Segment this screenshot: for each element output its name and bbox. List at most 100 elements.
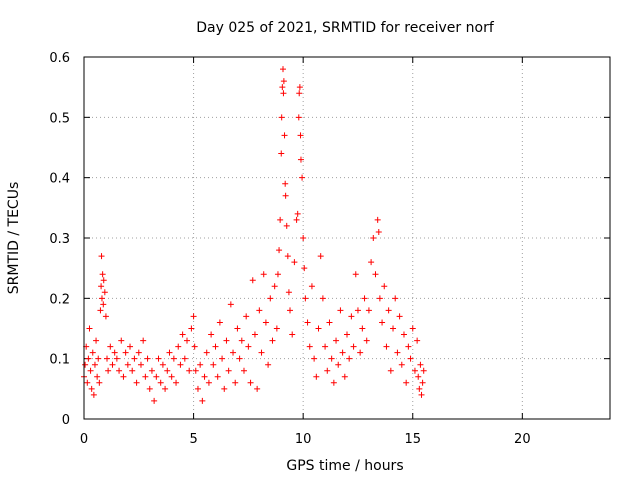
data-point <box>280 66 287 73</box>
y-axis-label: SRMTID / TECUs <box>6 182 22 295</box>
data-point <box>184 337 191 344</box>
data-point <box>385 307 392 314</box>
data-point <box>243 313 250 320</box>
data-point <box>311 355 318 362</box>
data-point <box>234 325 241 332</box>
data-point <box>335 361 342 368</box>
data-point <box>379 319 386 326</box>
data-point <box>344 331 350 338</box>
data-point <box>283 222 290 229</box>
y-tick-label: 0.6 <box>49 51 70 66</box>
data-point <box>326 319 333 326</box>
data-point <box>400 331 407 338</box>
data-point <box>236 355 243 362</box>
data-point <box>375 228 382 235</box>
data-point <box>415 373 422 380</box>
data-point <box>133 379 140 386</box>
data-point <box>372 271 379 278</box>
data-point <box>417 361 424 368</box>
x-axis-label: GPS time / hours <box>286 458 403 474</box>
data-point <box>383 343 390 350</box>
data-point <box>142 373 149 380</box>
data-point <box>129 367 136 374</box>
data-point <box>99 271 106 278</box>
data-point <box>164 367 171 374</box>
data-point <box>293 216 300 223</box>
data-point <box>227 301 234 308</box>
data-point <box>394 349 401 356</box>
data-point <box>157 379 164 386</box>
data-point <box>98 283 105 290</box>
data-point <box>297 132 304 139</box>
data-point <box>279 84 286 91</box>
data-point <box>416 385 423 392</box>
data-point <box>376 295 383 302</box>
data-point <box>240 367 247 374</box>
data-point <box>333 337 340 344</box>
y-tick-label: 0.1 <box>49 353 70 368</box>
data-point <box>109 361 116 368</box>
y-tick-label: 0.2 <box>49 292 70 307</box>
data-point <box>260 271 267 278</box>
data-point <box>146 385 153 392</box>
data-point <box>181 355 188 362</box>
data-point <box>267 295 274 302</box>
data-point <box>199 397 206 404</box>
data-point <box>291 259 298 266</box>
data-point <box>225 367 232 374</box>
data-point <box>197 361 204 368</box>
data-point <box>306 343 313 350</box>
data-point <box>85 355 92 362</box>
data-point <box>322 343 329 350</box>
data-point <box>341 373 348 380</box>
data-point <box>319 295 326 302</box>
data-point <box>392 295 399 302</box>
x-tick-label: 5 <box>189 432 197 447</box>
data-point <box>409 325 416 332</box>
data-point <box>179 331 186 338</box>
data-point <box>346 355 353 362</box>
data-point <box>89 349 96 356</box>
data-point <box>374 216 381 223</box>
data-point <box>317 253 324 260</box>
data-point <box>354 307 361 314</box>
data-point <box>256 307 263 314</box>
data-point <box>91 361 98 368</box>
data-point <box>368 259 375 266</box>
data-point <box>155 355 162 362</box>
data-point <box>280 78 287 85</box>
data-point <box>414 337 421 344</box>
data-point <box>98 295 105 302</box>
data-point <box>398 361 405 368</box>
data-point <box>124 361 131 368</box>
data-point <box>365 307 372 314</box>
data-point <box>357 349 364 356</box>
data-point <box>289 331 296 338</box>
data-point <box>245 343 252 350</box>
data-point <box>82 361 89 368</box>
data-point <box>396 313 403 320</box>
x-tick-label: 20 <box>514 432 531 447</box>
data-point <box>274 271 281 278</box>
data-point <box>102 313 109 320</box>
data-point <box>97 307 104 314</box>
data-point <box>107 343 114 350</box>
data-point <box>100 301 107 308</box>
data-point <box>265 361 272 368</box>
data-point <box>151 397 158 404</box>
data-point <box>96 379 103 386</box>
data-point <box>420 367 427 374</box>
x-tick-label: 15 <box>404 432 421 447</box>
data-point <box>328 355 335 362</box>
data-point <box>301 265 308 272</box>
data-point <box>381 283 388 290</box>
data-point <box>296 84 303 91</box>
data-point <box>186 367 193 374</box>
x-tick-label: 0 <box>80 432 88 447</box>
data-point <box>348 313 355 320</box>
data-point <box>219 355 226 362</box>
data-point <box>258 349 265 356</box>
data-point <box>84 379 91 386</box>
chart-title: Day 025 of 2021, SRMTID for receiver nor… <box>196 20 495 36</box>
